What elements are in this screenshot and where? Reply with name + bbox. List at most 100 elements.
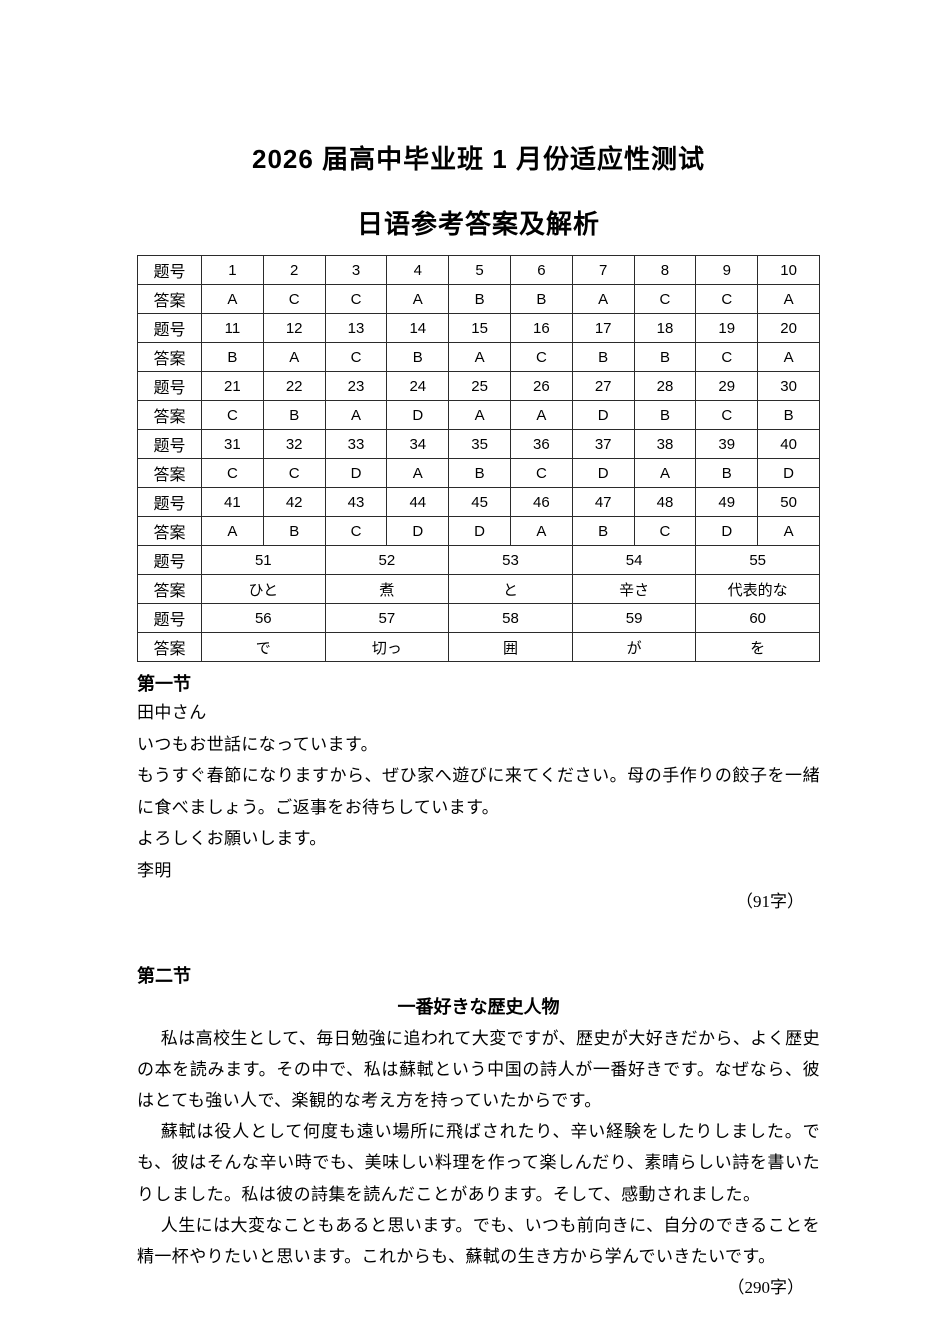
answer-value-cell: C	[262, 284, 326, 314]
question-number-cell: 30	[757, 371, 820, 401]
answer-value-cell: 辛さ	[571, 574, 697, 604]
question-number-cell: 31	[201, 429, 264, 459]
question-number-cell: 59	[571, 603, 697, 633]
question-number-cell: 44	[386, 487, 450, 517]
section-1: 第一节 田中さん いつもお世話になっています。 もうすぐ春節になりますから、ぜひ家へ…	[137, 671, 820, 918]
answer-value-cell: ひと	[201, 574, 326, 604]
question-number-cell: 46	[509, 487, 573, 517]
answer-value-cell: B	[201, 342, 264, 372]
question-number-cell: 51	[201, 545, 326, 575]
question-label-cell: 题号	[137, 545, 202, 575]
answer-value-cell: C	[324, 342, 388, 372]
table-row: 答案 B A C B A C B B C A	[137, 342, 820, 372]
question-number-cell: 36	[509, 429, 573, 459]
question-number-cell: 52	[324, 545, 450, 575]
question-number-cell: 5	[448, 255, 511, 285]
table-row: 题号 41 42 43 44 45 46 47 48 49 50	[137, 487, 820, 517]
table-row: 答案 A B C D D A B C D A	[137, 516, 820, 546]
answer-value-cell: A	[262, 342, 326, 372]
doc-subtitle: 日语参考答案及解析	[356, 209, 600, 239]
answer-value-cell: A	[324, 400, 388, 430]
question-number-cell: 13	[324, 313, 388, 343]
answer-value-cell: C	[324, 516, 388, 546]
question-number-cell: 3	[324, 255, 388, 285]
answer-value-cell: C	[201, 400, 264, 430]
answer-value-cell: B	[633, 400, 697, 430]
question-label-cell: 题号	[137, 487, 202, 517]
question-number-cell: 11	[201, 313, 264, 343]
letter-line: よろしくお願いします。	[137, 829, 327, 848]
answer-value-cell: 囲	[448, 632, 573, 662]
doc-title: 2026 届高中毕业班 1 月份适应性测试	[252, 144, 705, 174]
question-number-cell: 4	[386, 255, 450, 285]
answer-value-cell: D	[695, 516, 759, 546]
answer-value-cell: が	[571, 632, 697, 662]
answer-value-cell: D	[324, 458, 388, 488]
question-number-cell: 12	[262, 313, 326, 343]
question-number-cell: 39	[695, 429, 759, 459]
section1-char-count: （91字）	[736, 892, 804, 911]
answer-value-cell: D	[386, 400, 450, 430]
question-label-cell: 题号	[137, 603, 202, 633]
answer-value-cell: B	[695, 458, 759, 488]
answer-value-cell: で	[201, 632, 326, 662]
question-number-cell: 40	[757, 429, 820, 459]
answer-value-cell: C	[695, 400, 759, 430]
question-number-cell: 48	[633, 487, 697, 517]
answer-table-body: 题号 1 2 3 4 5 6 7 8 9 10 答案 A C C A B B A C C A 题号 11 12 13 14 15 16 1…	[137, 255, 820, 662]
answer-value-cell: A	[757, 342, 820, 372]
table-row: 题号 1 2 3 4 5 6 7 8 9 10	[137, 255, 820, 285]
table-row: 答案 C B A D A A D B C B	[137, 400, 820, 430]
question-number-cell: 33	[324, 429, 388, 459]
answer-value-cell: C	[509, 342, 573, 372]
answer-value-cell: C	[509, 458, 573, 488]
question-number-cell: 47	[571, 487, 635, 517]
essay-title: 一番好きな歴史人物	[397, 996, 560, 1017]
question-number-cell: 6	[509, 255, 573, 285]
answer-value-cell: B	[448, 458, 511, 488]
question-number-cell: 32	[262, 429, 326, 459]
answer-value-cell: B	[262, 516, 326, 546]
table-row: 题号 11 12 13 14 15 16 17 18 19 20	[137, 313, 820, 343]
answer-value-cell: D	[571, 458, 635, 488]
section1-heading: 第一节	[137, 674, 191, 694]
question-number-cell: 38	[633, 429, 697, 459]
question-number-cell: 37	[571, 429, 635, 459]
question-number-cell: 2	[262, 255, 326, 285]
answer-label-cell: 答案	[137, 516, 202, 546]
answer-value-cell: B	[448, 284, 511, 314]
answer-value-cell: を	[695, 632, 820, 662]
answer-value-cell: D	[757, 458, 820, 488]
answer-value-cell: B	[571, 516, 635, 546]
question-number-cell: 24	[386, 371, 450, 401]
answer-value-cell: B	[509, 284, 573, 314]
answer-value-cell: C	[695, 284, 759, 314]
answer-label-cell: 答案	[137, 632, 202, 662]
answer-value-cell: B	[262, 400, 326, 430]
question-number-cell: 29	[695, 371, 759, 401]
answer-value-cell: A	[386, 284, 450, 314]
question-number-cell: 19	[695, 313, 759, 343]
essay-paragraph: 蘇軾は役人として何度も遠い場所に飛ばされたり、辛い経験をしたりしました。でも、彼…	[137, 1122, 820, 1204]
table-row: 答案で切っ囲がを	[137, 632, 820, 662]
answer-value-cell: 煮	[324, 574, 450, 604]
answer-value-cell: C	[324, 284, 388, 314]
section2-body: 私は高校生として、毎日勉強に追われて大変ですが、歴史が大好きだから、よく歴史の本…	[137, 1023, 820, 1273]
answer-value-cell: A	[633, 458, 697, 488]
question-number-cell: 23	[324, 371, 388, 401]
question-number-cell: 53	[448, 545, 573, 575]
letter-line: 李明	[137, 860, 172, 880]
answer-value-cell: C	[201, 458, 264, 488]
answer-label-cell: 答案	[137, 574, 202, 604]
answer-value-cell: D	[571, 400, 635, 430]
answer-value-cell: B	[386, 342, 450, 372]
answer-value-cell: A	[201, 516, 264, 546]
essay-paragraph: 人生には大変なこともあると思います。でも、いつも前向きに、自分のできることを精一…	[137, 1215, 820, 1266]
answer-value-cell: A	[448, 342, 511, 372]
question-number-cell: 21	[201, 371, 264, 401]
question-number-cell: 50	[757, 487, 820, 517]
question-number-cell: 7	[571, 255, 635, 285]
answer-value-cell: D	[448, 516, 511, 546]
answer-label-cell: 答案	[137, 458, 202, 488]
